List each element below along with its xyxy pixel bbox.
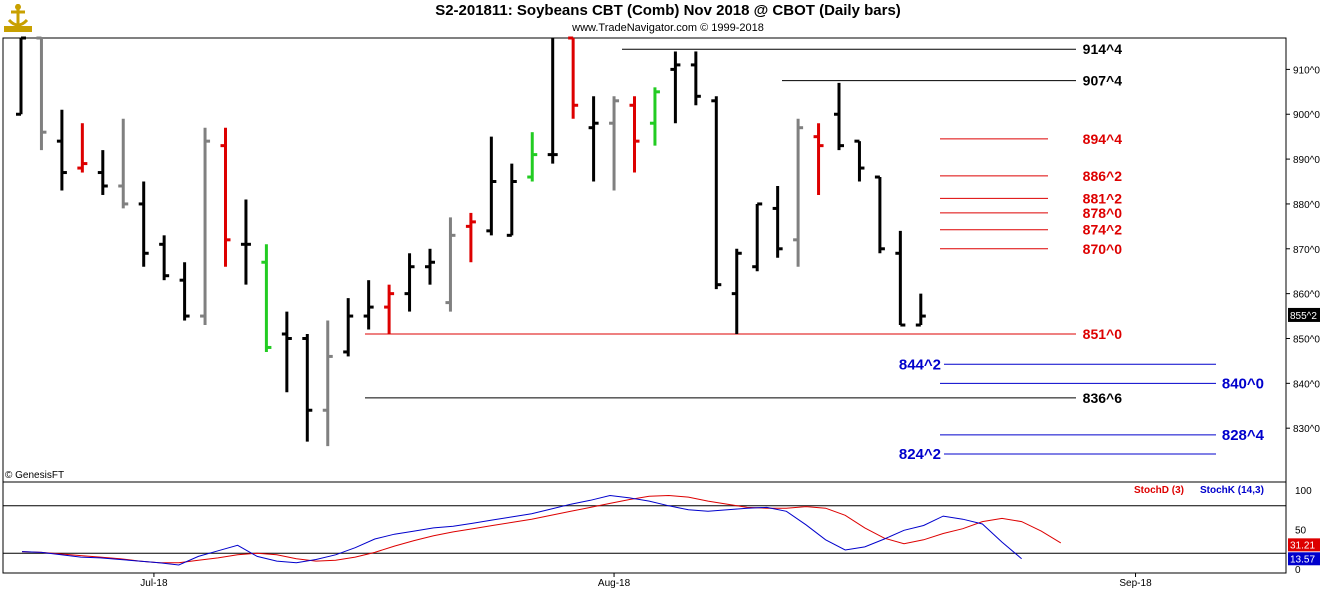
date-tick-label: Aug-18 <box>598 578 631 589</box>
price-bar <box>813 123 824 195</box>
level-label: 828^4 <box>1222 427 1265 444</box>
price-tick-label: 910^0 <box>1293 65 1320 76</box>
price-bar <box>343 298 354 357</box>
level-label: 870^0 <box>1083 241 1123 257</box>
price-bar <box>690 51 701 106</box>
price-bar <box>445 217 456 312</box>
level-label: 886^2 <box>1083 168 1123 184</box>
price-bar <box>404 253 415 312</box>
price-bar <box>425 248 435 285</box>
level-label: 836^6 <box>1083 390 1123 406</box>
price-bar <box>465 212 476 263</box>
date-tick-label: Jul-18 <box>140 578 168 589</box>
level-label: 874^2 <box>1083 222 1123 238</box>
price-tick-label: 880^0 <box>1293 200 1320 211</box>
price-tick-label: 900^0 <box>1293 110 1320 121</box>
price-bar <box>915 293 926 327</box>
price-tick-label: 860^0 <box>1293 290 1320 301</box>
stoch-series-line <box>21 494 1022 566</box>
level-label: 851^0 <box>1083 326 1123 342</box>
price-panel-frame <box>2 37 1287 483</box>
price-bar <box>220 127 231 267</box>
level-label: 878^0 <box>1083 205 1123 221</box>
price-bar <box>609 96 620 191</box>
price-bar <box>711 96 722 290</box>
price-tick-label: 850^0 <box>1293 334 1320 345</box>
price-bar <box>281 311 292 393</box>
price-tick-label: 870^0 <box>1293 245 1320 256</box>
price-bar <box>874 175 885 254</box>
price-bar <box>363 280 374 330</box>
price-bars <box>16 36 926 447</box>
price-bar <box>159 235 170 281</box>
stoch-last-value-label: 13.57 <box>1290 554 1315 565</box>
price-bar <box>506 163 517 237</box>
price-bar <box>649 87 660 146</box>
price-bar <box>854 139 865 182</box>
price-bar <box>118 118 129 209</box>
price-bar <box>895 230 906 327</box>
price-bar <box>793 118 804 267</box>
copyright-text: © GenesisFT <box>5 470 64 481</box>
stoch-legend-label: StochK (14,3) <box>1200 485 1264 496</box>
stoch-tick-label: 50 <box>1295 526 1307 537</box>
stoch-tick-label: 0 <box>1295 565 1301 576</box>
price-bar <box>670 51 681 124</box>
price-bar <box>384 284 395 334</box>
price-bar <box>36 36 47 151</box>
price-tick-label: 830^0 <box>1293 424 1320 435</box>
level-label: 894^4 <box>1083 131 1123 147</box>
price-bar <box>547 38 558 164</box>
level-label: 914^4 <box>1083 41 1123 57</box>
stoch-series-line <box>21 494 1062 564</box>
trade-navigator-logo-icon <box>4 4 32 32</box>
price-bar <box>588 96 599 182</box>
price-axis: 830^0 840^0 850^0 860^0 870^0 880^0 890^0 900^0… <box>1286 65 1320 435</box>
price-bar <box>240 199 251 285</box>
price-bar <box>97 150 108 195</box>
level-label: 840^0 <box>1222 375 1264 392</box>
price-bar <box>261 244 272 352</box>
level-label: 844^2 <box>899 356 941 373</box>
stoch-legend-label: StochD (3) <box>1134 485 1184 496</box>
price-bar <box>138 181 149 267</box>
level-label: 824^2 <box>899 446 941 463</box>
stoch-last-value-box <box>1288 552 1320 566</box>
price-bar <box>752 202 763 272</box>
chart-frames <box>2 37 1287 574</box>
price-bar <box>179 262 190 321</box>
price-bar <box>200 127 211 326</box>
price-bar <box>834 82 844 151</box>
price-bar <box>486 136 497 236</box>
last-price-box <box>1288 307 1320 322</box>
price-bar <box>322 320 333 447</box>
last-price-label: 855^2 <box>1290 311 1317 322</box>
price-bar <box>302 334 313 442</box>
stoch-panel-frame <box>2 481 1287 574</box>
stoch-last-value-label: 31.21 <box>1290 540 1315 551</box>
chart-subtitle: www.TradeNavigator.com © 1999-2018 <box>572 22 764 34</box>
price-bar <box>568 36 579 119</box>
price-bar <box>77 123 88 173</box>
date-tick-label: Sep-18 <box>1119 578 1152 589</box>
level-label: 907^4 <box>1083 73 1123 89</box>
price-bar <box>731 248 742 334</box>
price-tick-label: 840^0 <box>1293 379 1320 390</box>
level-label: 881^2 <box>1083 190 1123 206</box>
price-bar <box>56 109 67 191</box>
price-tick-label: 890^0 <box>1293 155 1320 166</box>
stochastic-panel: 100 50 0 StochD (3) StochK (14,3) 31.21 13.57 <box>3 485 1320 576</box>
price-bar <box>527 132 538 182</box>
stoch-tick-label: 100 <box>1295 486 1312 497</box>
price-bar <box>629 96 640 173</box>
chart-title: S2-201811: Soybeans CBT (Comb) Nov 2018 … <box>435 2 901 19</box>
price-bar <box>772 186 783 258</box>
price-bar <box>16 36 26 116</box>
date-axis: Jul-18 Aug-18 Sep-18 <box>3 572 1286 589</box>
stoch-last-value-box <box>1288 538 1320 552</box>
